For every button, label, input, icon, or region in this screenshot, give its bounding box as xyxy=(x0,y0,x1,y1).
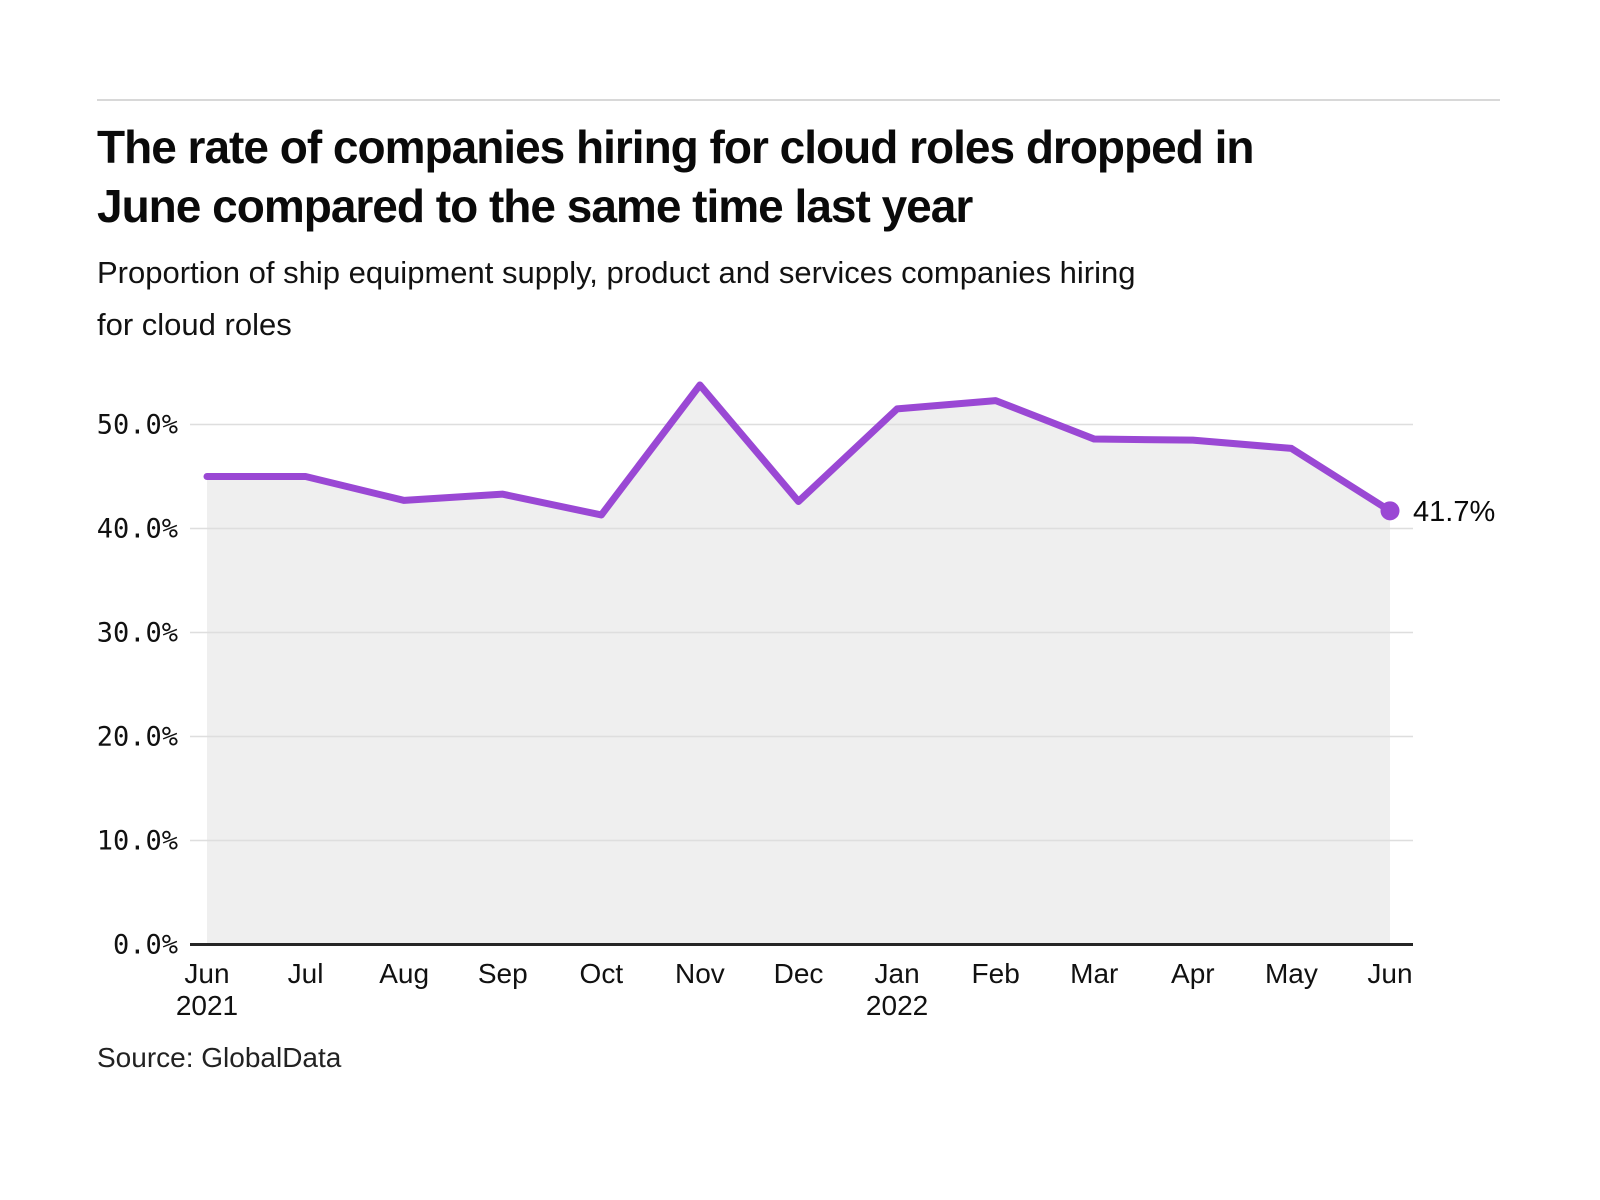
y-tick-label: 20.0% xyxy=(97,722,178,753)
x-tick-label: Jul xyxy=(288,958,324,989)
x-tick-label: Oct xyxy=(580,958,624,989)
line-series xyxy=(203,381,1394,519)
x-tick-label: Jun xyxy=(1367,958,1412,989)
chart-subtitle: Proportion of ship equipment supply, pro… xyxy=(97,247,1507,351)
x-tick-year-label: 2021 xyxy=(176,990,238,1021)
y-tick-label: 0.0% xyxy=(113,930,178,961)
y-tick-label: 50.0% xyxy=(97,410,178,441)
chart-subtitle-line-2: for cloud roles xyxy=(97,307,292,342)
x-tick-year-label: 2022 xyxy=(866,990,928,1021)
area-fill xyxy=(207,384,1390,945)
x-tick-label: Nov xyxy=(675,958,725,989)
end-point-marker xyxy=(1380,501,1400,521)
x-tick-label: Feb xyxy=(972,958,1020,989)
y-tick-label: 40.0% xyxy=(97,514,178,545)
source-attribution: Source: GlobalData xyxy=(97,1042,342,1073)
chart-subtitle-line-1: Proportion of ship equipment supply, pro… xyxy=(97,255,1136,290)
end-value-label: 41.7% xyxy=(1413,496,1495,528)
x-tick-label: Apr xyxy=(1171,958,1215,989)
y-tick-label: 30.0% xyxy=(97,618,178,649)
x-tick-label: Dec xyxy=(774,958,824,989)
chart-title-line-2: June compared to the same time last year xyxy=(97,180,973,232)
x-tick-label: Jan xyxy=(875,958,920,989)
x-tick-label: Sep xyxy=(478,958,528,989)
x-tick-label: Jun xyxy=(184,958,229,989)
top-divider xyxy=(97,99,1500,101)
chart-title: The rate of companies hiring for cloud r… xyxy=(97,118,1507,236)
x-tick-label: Mar xyxy=(1070,958,1118,989)
chart-title-line-1: The rate of companies hiring for cloud r… xyxy=(97,121,1254,173)
x-tick-label: May xyxy=(1265,958,1318,989)
y-tick-label: 10.0% xyxy=(97,826,178,857)
x-tick-label: Aug xyxy=(379,958,429,989)
